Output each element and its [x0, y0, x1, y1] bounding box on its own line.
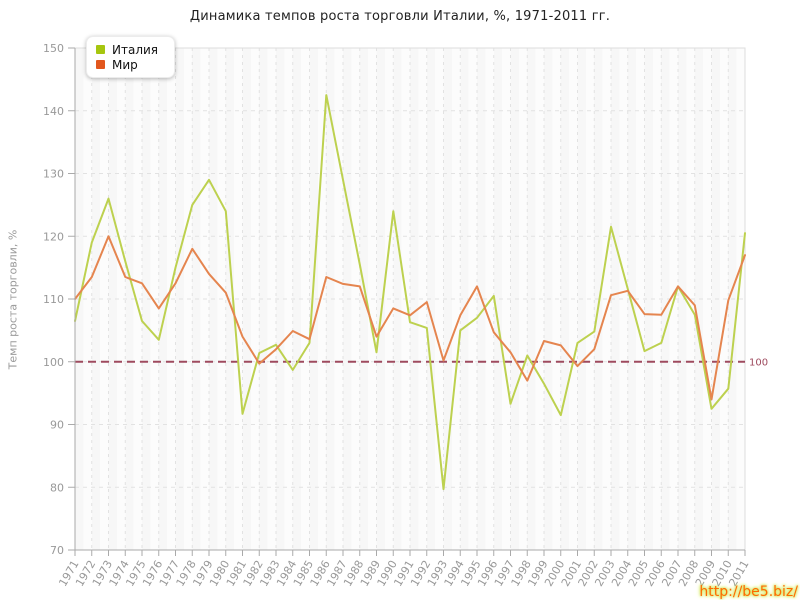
- svg-text:130: 130: [43, 168, 64, 181]
- italy-series-swatch-icon: [96, 45, 105, 54]
- x-tick-labels: 1971197219731974197519761977197819791980…: [56, 558, 751, 589]
- world-series-swatch-icon: [96, 60, 105, 69]
- watermark-link[interactable]: http://be5.biz/: [699, 584, 798, 600]
- y-axis-title: Темп роста торговли, %: [6, 229, 20, 370]
- legend-item-label: Мир: [112, 57, 138, 72]
- series-italy-line: [74, 94, 746, 491]
- y-tick-labels: 150 140 130 120 110 100 90 80 70: [43, 42, 64, 557]
- svg-text:140: 140: [43, 105, 64, 118]
- chart-title: Динамика темпов роста торговли Италии, %…: [189, 9, 611, 24]
- reference-line-label: 100: [749, 357, 768, 368]
- legend-item-italy[interactable]: Италия: [96, 42, 158, 57]
- series-world-line: [74, 235, 746, 401]
- legend-item-world[interactable]: Мир: [96, 57, 158, 72]
- svg-text:90: 90: [50, 419, 64, 432]
- svg-text:120: 120: [43, 230, 64, 243]
- svg-text:70: 70: [50, 544, 64, 557]
- axes: [68, 47, 746, 556]
- svg-text:150: 150: [43, 42, 64, 55]
- legend-item-label: Италия: [112, 42, 159, 57]
- svg-text:110: 110: [43, 293, 64, 306]
- svg-text:100: 100: [43, 356, 64, 369]
- legend: Италия Мир: [86, 36, 176, 78]
- svg-text:80: 80: [50, 481, 64, 494]
